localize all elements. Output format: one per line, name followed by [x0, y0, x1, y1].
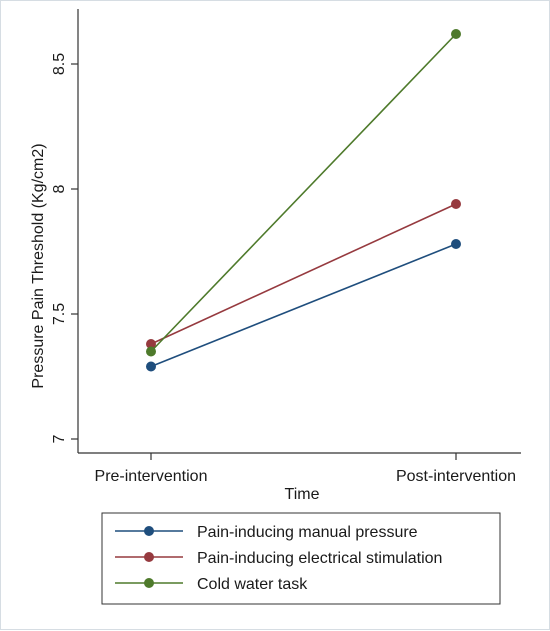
y-tick-label: 7.5 — [51, 303, 68, 325]
legend-label: Pain-inducing manual pressure — [197, 524, 418, 541]
data-point — [146, 361, 156, 372]
series-line — [150, 203, 457, 345]
legend-marker — [144, 552, 154, 562]
data-point — [146, 346, 156, 357]
legend-box — [101, 512, 501, 605]
legend-item: Cold water task — [115, 576, 308, 593]
legend-marker — [144, 526, 154, 536]
y-tick-label: 7 — [51, 434, 68, 443]
series-line — [150, 33, 457, 353]
series-2 — [146, 199, 461, 349]
y-axis-title: Pressure Pain Threshold (Kg/cm2) — [30, 143, 47, 388]
data-point — [451, 239, 461, 249]
series-line — [150, 243, 457, 368]
x-tick-label: Post-intervention — [396, 468, 516, 485]
series-3 — [146, 29, 461, 357]
data-point — [451, 199, 461, 209]
legend-marker — [144, 578, 154, 588]
y-axis-ticks: 7 7.5 8 8.5 — [51, 53, 78, 443]
x-tick-label: Pre-intervention — [95, 468, 208, 485]
data-point — [451, 29, 461, 39]
y-tick-label: 8 — [51, 184, 68, 193]
series-1 — [146, 239, 461, 372]
legend-label: Cold water task — [197, 576, 308, 593]
legend-label: Pain-inducing electrical stimulation — [197, 550, 442, 567]
data-point — [146, 339, 156, 349]
series-layer — [146, 29, 461, 372]
legend: Pain-inducing manual pressure Pain-induci… — [115, 524, 442, 593]
legend-item: Pain-inducing electrical stimulation — [115, 550, 442, 567]
legend-item: Pain-inducing manual pressure — [115, 524, 418, 541]
y-tick-label: 8.5 — [51, 53, 68, 75]
x-axis-ticks: Pre-intervention Post-intervention — [95, 453, 516, 485]
x-axis-title: Time — [285, 486, 320, 503]
